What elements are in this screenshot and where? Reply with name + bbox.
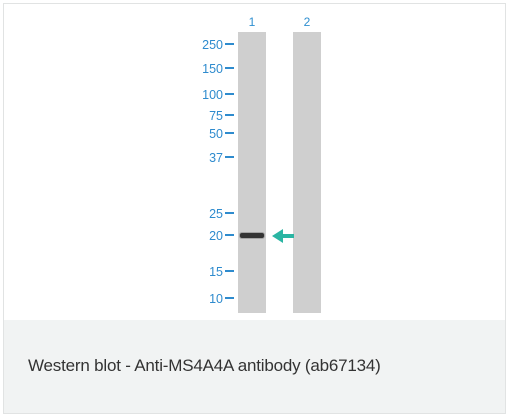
mw-marker-label: 150 xyxy=(202,62,223,76)
mw-marker-label: 100 xyxy=(202,88,223,102)
mw-marker-label: 20 xyxy=(209,229,223,243)
mw-marker-tick xyxy=(225,297,234,299)
mw-marker-tick xyxy=(225,132,234,134)
mw-marker-label: 10 xyxy=(209,292,223,306)
image-caption: Western blot - Anti-MS4A4A antibody (ab6… xyxy=(28,356,381,375)
mw-marker-label: 250 xyxy=(202,38,223,52)
arrow-left-icon xyxy=(272,229,294,243)
mw-marker-ladder: 250 150 100 75 50 37 25 20 15 10 xyxy=(202,38,234,306)
mw-marker-label: 50 xyxy=(209,127,223,141)
western-blot-image: 1 2 250 150 100 75 50 37 25 20 xyxy=(4,4,505,320)
protein-band xyxy=(240,233,264,238)
mw-marker-tick xyxy=(225,67,234,69)
mw-marker-label: 37 xyxy=(209,151,223,165)
lane-label-1: 1 xyxy=(249,15,256,29)
western-blot-figure: 1 2 250 150 100 75 50 37 25 20 xyxy=(202,15,321,313)
mw-marker-tick xyxy=(225,43,234,45)
caption-panel: Western blot - Anti-MS4A4A antibody (ab6… xyxy=(4,320,505,413)
mw-marker-label: 15 xyxy=(209,265,223,279)
mw-marker-tick xyxy=(225,156,234,158)
lane-label-2: 2 xyxy=(304,15,311,29)
lane-1 xyxy=(238,32,266,313)
mw-marker-tick xyxy=(225,234,234,236)
image-card: 1 2 250 150 100 75 50 37 25 20 xyxy=(3,3,506,414)
protein-band-glow xyxy=(239,232,265,239)
lane-2 xyxy=(293,32,321,313)
mw-marker-tick xyxy=(225,114,234,116)
mw-marker-tick xyxy=(225,212,234,214)
mw-marker-label: 75 xyxy=(209,109,223,123)
mw-marker-tick xyxy=(225,270,234,272)
mw-marker-label: 25 xyxy=(209,207,223,221)
mw-marker-tick xyxy=(225,93,234,95)
